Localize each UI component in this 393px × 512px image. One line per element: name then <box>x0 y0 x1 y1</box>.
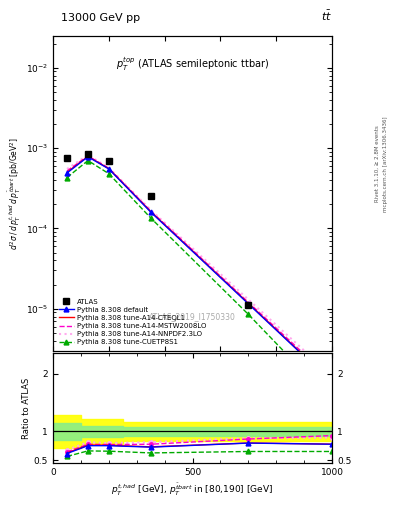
Legend: ATLAS, Pythia 8.308 default, Pythia 8.308 tune-A14-CTEQL1, Pythia 8.308 tune-A14: ATLAS, Pythia 8.308 default, Pythia 8.30… <box>57 296 209 347</box>
X-axis label: $p_T^{t,had}$ [GeV], $p_T^{\bar{t}bar{t}}$ in [80,190] [GeV]: $p_T^{t,had}$ [GeV], $p_T^{\bar{t}bar{t}… <box>112 481 274 498</box>
Y-axis label: $d^2\sigma\,/\,d\,p_T^{t,had}\,d\,p_T^{\bar{t}bar{t}}$ [pb/GeV$^2$]: $d^2\sigma\,/\,d\,p_T^{t,had}\,d\,p_T^{\… <box>7 137 23 250</box>
Text: 13000 GeV pp: 13000 GeV pp <box>61 13 140 23</box>
Text: Rivet 3.1.10, ≥ 2.8M events: Rivet 3.1.10, ≥ 2.8M events <box>375 125 380 202</box>
Text: mcplots.cern.ch [arXiv:1306.3436]: mcplots.cern.ch [arXiv:1306.3436] <box>383 116 387 211</box>
Text: $p_T^{top}$ (ATLAS semileptonic ttbar): $p_T^{top}$ (ATLAS semileptonic ttbar) <box>116 55 269 73</box>
Text: $t\bar{t}$: $t\bar{t}$ <box>321 9 332 23</box>
Y-axis label: Ratio to ATLAS: Ratio to ATLAS <box>22 378 31 439</box>
Text: ATLAS_2019_I1750330: ATLAS_2019_I1750330 <box>149 312 236 321</box>
